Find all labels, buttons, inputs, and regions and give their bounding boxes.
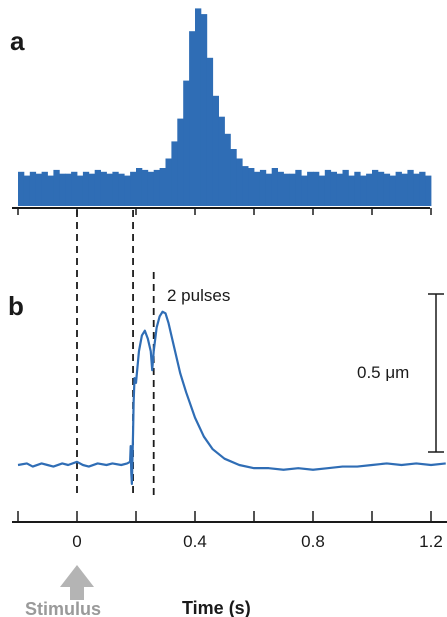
histogram-bar (330, 171, 337, 206)
histogram-bar (159, 168, 166, 206)
histogram-bar (342, 169, 349, 206)
histogram-bar (41, 171, 48, 206)
histogram-bar (106, 173, 113, 206)
histogram-bar (112, 171, 119, 206)
histogram-bar (65, 173, 72, 206)
histogram-bar (413, 173, 420, 206)
histogram-bar (425, 175, 432, 206)
histogram-bar (23, 175, 31, 206)
stimulus-arrow-icon (60, 565, 94, 600)
histogram-bar (271, 168, 278, 206)
scale-bar (428, 293, 444, 453)
trace-tick-label: 0.4 (183, 532, 207, 551)
histogram-bar (124, 175, 131, 206)
histogram-bar (283, 173, 290, 206)
histogram-bar (130, 171, 137, 206)
panel-label-a: a (10, 26, 25, 56)
histogram-bar (218, 116, 225, 206)
histogram-bar (165, 158, 172, 206)
histogram-bar (289, 173, 296, 206)
histogram-bar (259, 169, 267, 206)
histogram-bar (295, 169, 302, 206)
histogram-bar (242, 166, 249, 206)
histogram-bar (77, 175, 84, 206)
histogram-ticks (17, 208, 432, 215)
histogram-bar (47, 175, 54, 206)
histogram-bar (82, 171, 90, 206)
trace-tick-labels: 0 0.4 0.8 1.2 (72, 532, 443, 551)
histogram-bar (277, 171, 284, 206)
histogram-bar (324, 169, 332, 206)
histogram-bar (18, 171, 25, 206)
histogram-bar (71, 171, 78, 206)
histogram-bar (141, 169, 149, 206)
histogram-bar (118, 173, 125, 206)
histogram-bar (206, 57, 214, 206)
histogram-bar (395, 171, 402, 206)
histogram-bar (53, 169, 60, 206)
histogram-bar (230, 149, 237, 206)
histogram-bar (136, 168, 143, 206)
histogram-bar (195, 8, 202, 207)
histogram-bar (318, 175, 326, 206)
x-axis-label: Time (s) (182, 598, 251, 617)
pulses-annotation: 2 pulses (167, 286, 230, 305)
histogram-bar (313, 171, 320, 206)
histogram-bar (183, 80, 190, 206)
panel-label-b: b (8, 291, 24, 321)
histogram-bar (100, 171, 107, 206)
histogram-bars (18, 8, 432, 207)
histogram-bar (348, 175, 355, 206)
histogram-bar (401, 173, 408, 206)
histogram-bar (94, 169, 101, 206)
histogram-bar (389, 175, 396, 206)
histogram-bar (212, 95, 219, 206)
histogram-bar (254, 171, 261, 206)
histogram-bar (171, 141, 178, 206)
trace-tick-label: 0 (72, 532, 81, 551)
trace-tick-label: 0.8 (301, 532, 325, 551)
displacement-trace (17, 310, 446, 486)
dashed-guides (76, 210, 155, 498)
histogram-bar (419, 171, 426, 206)
histogram-bar (177, 118, 184, 206)
trace-ticks (17, 511, 432, 522)
histogram-bar (372, 169, 379, 206)
histogram-bar (407, 169, 414, 206)
histogram-bar (336, 173, 343, 206)
histogram-bar (236, 158, 243, 206)
histogram-bar (88, 173, 96, 206)
histogram-bar (377, 171, 385, 206)
histogram-bar (153, 169, 160, 206)
histogram-bar (354, 171, 361, 206)
histogram-bar (366, 173, 373, 206)
histogram-bar (360, 175, 367, 206)
stimulus-label: Stimulus (25, 599, 101, 617)
histogram-bar (224, 133, 231, 206)
trace-tick-label: 1.2 (419, 532, 443, 551)
histogram-bar (59, 173, 66, 206)
histogram-bar (147, 171, 155, 206)
histogram-bar (35, 173, 42, 206)
histogram-bar (200, 14, 208, 206)
histogram-bar (307, 171, 314, 206)
scale-bar-label: 0.5 μm (357, 363, 409, 382)
histogram-bar (265, 173, 273, 206)
histogram-bar (383, 173, 391, 206)
histogram-bar (29, 171, 37, 206)
histogram-bar (248, 168, 255, 206)
histogram-bar (189, 31, 196, 207)
histogram-bar (301, 175, 308, 206)
